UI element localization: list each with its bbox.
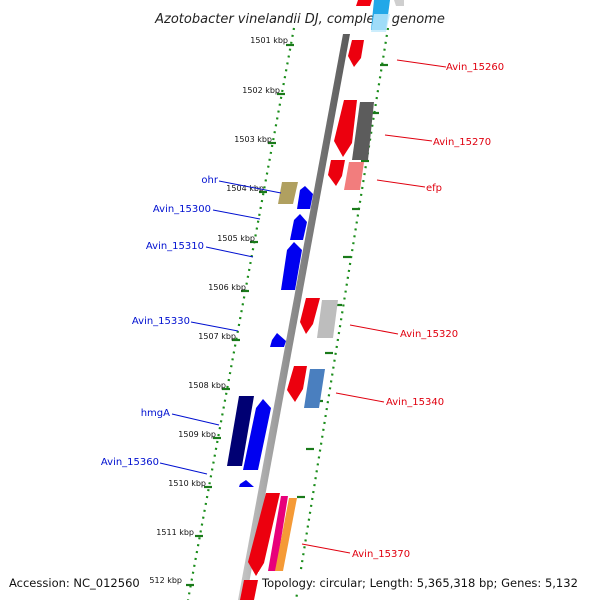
gene-block[interactable] — [356, 0, 372, 6]
gene-label-avin-15370: Avin_15370 — [352, 549, 410, 560]
tick-label: 1509 kbp — [178, 430, 216, 439]
inner-ticks — [186, 43, 294, 587]
gene-block-steelblue[interactable] — [304, 369, 325, 408]
gene-label-efp: efp — [426, 183, 442, 194]
accession-text: Accession: NC_012560 — [9, 576, 140, 590]
gene-label-avin-15300: Avin_15300 — [153, 204, 211, 215]
tick-label: 1501 kbp — [250, 36, 288, 45]
gene-label-avin-15320: Avin_15320 — [400, 329, 458, 340]
forward-leaders — [301, 59, 447, 554]
gene-avin-15370[interactable] — [248, 493, 280, 576]
gene-avin-15330[interactable] — [270, 333, 286, 347]
reverse-leaders — [159, 180, 282, 475]
tick-label: 1502 kbp — [242, 86, 280, 95]
gene-avin-15300[interactable] — [297, 186, 313, 209]
genome-backbone — [238, 34, 350, 600]
gene-block[interactable] — [371, 14, 390, 32]
inner-ruler — [186, 27, 296, 600]
gene-label-avin-15360: Avin_15360 — [101, 457, 159, 468]
tick-label: 1507 kbp — [198, 332, 236, 341]
summary-bg — [258, 572, 598, 594]
gene-avin-15270[interactable] — [334, 100, 357, 157]
gene-block-grey[interactable] — [352, 102, 374, 160]
gene-label-avin-15260: Avin_15260 — [446, 62, 504, 73]
gene-label-avin-15310: Avin_15310 — [146, 241, 204, 252]
gene-label-hmga: hmgA — [141, 408, 170, 419]
gene-avin-15340[interactable] — [287, 366, 307, 402]
gene-hmga[interactable] — [243, 399, 271, 470]
gene-block[interactable] — [240, 580, 258, 600]
gene-block[interactable] — [290, 214, 307, 240]
gene-label-ohr: ohr — [201, 175, 218, 186]
tick-label: 1508 kbp — [188, 381, 226, 390]
tick-label: 512 kbp — [149, 576, 182, 585]
gene-avin-15360[interactable] — [239, 480, 254, 487]
gene-avin-15320[interactable] — [300, 298, 320, 334]
gene-label-avin-15340: Avin_15340 — [386, 397, 444, 408]
gene-avin-15310[interactable] — [281, 242, 302, 290]
gene-ohr[interactable] — [278, 182, 298, 204]
tick-label: 1510 kbp — [168, 479, 206, 488]
gene-avin-15260[interactable] — [348, 40, 364, 67]
tick-label: 1505 kbp — [217, 234, 255, 243]
summary-text: Topology: circular; Length: 5,365,318 bp… — [261, 576, 578, 590]
gene-block-navy[interactable] — [227, 396, 254, 466]
gene-efp[interactable] — [328, 160, 345, 186]
gene-block-lightgrey[interactable] — [317, 300, 338, 338]
tick-label: 1504 kbp — [226, 184, 264, 193]
gene-block-pink[interactable] — [344, 162, 364, 190]
tick-label: 1506 kbp — [208, 283, 246, 292]
accession-bg — [4, 572, 150, 594]
gene-label-avin-15270: Avin_15270 — [433, 137, 491, 148]
map-title: Azotobacter vinelandii DJ, complete geno… — [154, 12, 445, 27]
gene-block-orange[interactable] — [275, 498, 297, 571]
gene-block-magenta[interactable] — [268, 496, 288, 571]
tick-label: 1503 kbp — [234, 135, 272, 144]
gene-label-avin-15330: Avin_15330 — [132, 316, 190, 327]
tick-label: 1511 kbp — [156, 528, 194, 537]
gene-block[interactable] — [394, 0, 404, 6]
